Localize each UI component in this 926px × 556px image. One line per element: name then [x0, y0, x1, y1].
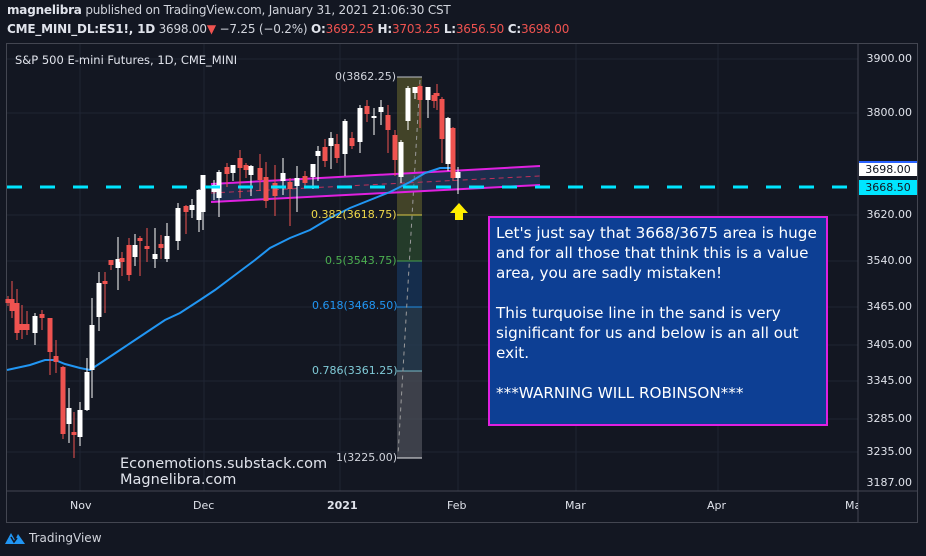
- time-tick: 2021: [327, 499, 358, 512]
- price-tick: 3900.00: [866, 52, 913, 65]
- time-tick: Mar: [565, 499, 586, 512]
- last-price-badge: 3698.00: [859, 161, 917, 176]
- down-arrow-icon: ▼: [206, 22, 216, 36]
- price-tick: 3235.00: [866, 445, 913, 458]
- ohlc-legend: CME_MINI_DL:ES1!, 1D 3698.00▼ −7.25 (−0.…: [7, 22, 569, 36]
- fib-label-0786: 0.786(3361.25): [312, 364, 398, 377]
- up-arrow-icon: [450, 203, 468, 220]
- time-tick: Apr: [707, 499, 727, 512]
- price-tick: 3620.00: [866, 208, 913, 221]
- annotation-callout[interactable]: Let's just say that 3668/3675 area is hu…: [488, 216, 828, 426]
- low-label: L:: [443, 22, 456, 36]
- high-label: H:: [377, 22, 393, 36]
- watermark-line2: Magnelibra.com: [120, 472, 237, 488]
- price-tick: 3187.00: [866, 476, 913, 489]
- fib-label-1: 1(3225.00): [336, 451, 398, 464]
- line-price-badge: 3668.50: [859, 180, 917, 195]
- price-tick: 3405.00: [866, 338, 913, 351]
- price-tick: 3345.00: [866, 374, 913, 387]
- chart-frame[interactable]: [6, 43, 918, 523]
- price-tick: 3800.00: [866, 106, 913, 119]
- watermark: Econemotions.substack.com Magnelibra.com: [120, 456, 327, 488]
- fib-label-0618: 0.618(3468.50): [312, 299, 398, 312]
- author-name[interactable]: magnelibra: [7, 3, 82, 17]
- price-tick: 3465.00: [866, 300, 913, 313]
- open-label: O:: [311, 22, 326, 36]
- low-value: 3656.50: [455, 22, 505, 36]
- close-value: 3698.00: [520, 22, 570, 36]
- watermark-line1: Econemotions.substack.com: [120, 456, 328, 472]
- close-label: C:: [507, 22, 521, 36]
- fib-label-0382: 0.382(3618.75): [311, 208, 397, 221]
- tradingview-brand: TradingView: [29, 531, 102, 545]
- fib-label-05: 0.5(3543.75): [325, 254, 397, 267]
- high-value: 3703.25: [391, 22, 441, 36]
- time-tick: Nov: [70, 499, 92, 512]
- tradingview-logo[interactable]: TradingView: [4, 530, 102, 546]
- price-tick: 3540.00: [866, 254, 913, 267]
- chart-title: S&P 500 E-mini Futures, 1D, CME_MINI: [15, 53, 238, 67]
- last-price: 3698.00: [158, 22, 207, 36]
- fib-label-0: 0(3862.25): [335, 70, 397, 83]
- time-tick: Feb: [447, 499, 467, 512]
- symbol-label: CME_MINI_DL:ES1!, 1D: [7, 22, 155, 36]
- fib-retracement: [397, 76, 422, 459]
- publish-info: magnelibra published on TradingView.com,…: [7, 3, 451, 17]
- time-tick: Ma: [845, 499, 858, 512]
- tradingview-logo-icon: [5, 533, 25, 544]
- published-text: published on TradingView.com, January 31…: [81, 3, 451, 17]
- price-tick: 3285.00: [866, 412, 913, 425]
- moving-average-line: [6, 167, 455, 372]
- time-tick: Dec: [193, 499, 215, 512]
- candlesticks: [5, 84, 461, 458]
- change-value: −7.25 (−0.2%): [219, 22, 308, 36]
- open-value: 3692.25: [325, 22, 374, 36]
